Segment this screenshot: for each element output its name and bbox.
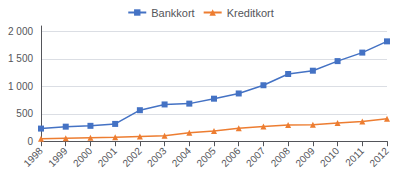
svg-text:2001: 2001	[96, 145, 120, 169]
svg-text:1998: 1998	[21, 145, 45, 169]
svg-text:2010: 2010	[318, 145, 342, 169]
svg-text:2004: 2004	[170, 145, 194, 169]
svg-text:500: 500	[16, 108, 33, 119]
svg-text:Kreditkort: Kreditkort	[227, 7, 274, 19]
svg-text:2000: 2000	[71, 145, 95, 169]
svg-text:2012: 2012	[367, 145, 391, 169]
svg-text:0: 0	[27, 136, 33, 147]
svg-text:2011: 2011	[343, 145, 366, 168]
svg-text:Bankkort: Bankkort	[151, 7, 194, 19]
svg-text:1999: 1999	[46, 145, 70, 169]
svg-text:2 000: 2 000	[8, 26, 33, 37]
svg-text:2007: 2007	[244, 145, 268, 169]
svg-text:1 500: 1 500	[8, 53, 33, 64]
svg-text:2008: 2008	[269, 145, 293, 169]
svg-text:2006: 2006	[219, 145, 243, 169]
svg-text:2009: 2009	[293, 145, 317, 169]
svg-text:2003: 2003	[145, 145, 169, 169]
svg-text:2002: 2002	[120, 145, 144, 169]
svg-text:1 000: 1 000	[8, 81, 33, 92]
svg-text:2005: 2005	[194, 145, 218, 169]
